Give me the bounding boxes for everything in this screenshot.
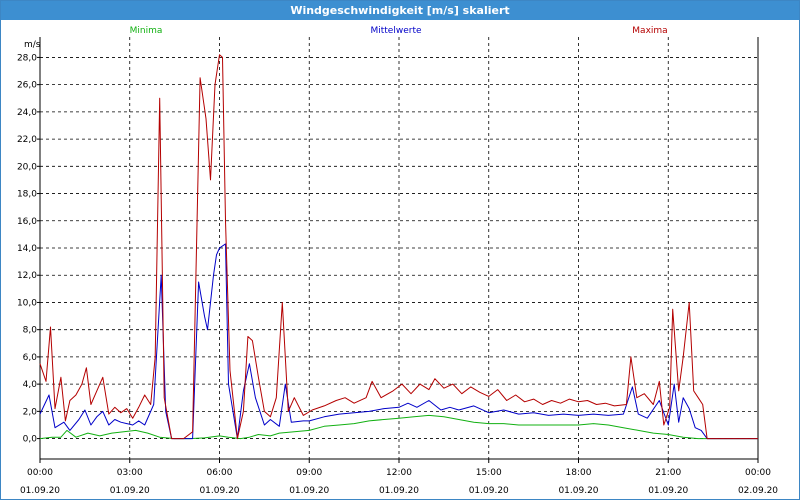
y-tick-label: 22,0 — [17, 135, 37, 145]
y-tick-label: 18,0 — [17, 190, 37, 200]
window-title: Windgeschwindigkeit [m/s] skaliert — [1, 1, 799, 20]
legend-label-maxima: Maxima — [632, 26, 667, 36]
y-axis-unit-label: m/s — [24, 40, 41, 50]
legend-label-mittelwerte: Mittelwerte — [370, 26, 421, 36]
x-tick-date-label: 02.09.20 — [738, 486, 778, 496]
x-tick-time-label: 00:00 — [745, 468, 771, 478]
y-tick-label: 12,0 — [17, 271, 37, 281]
y-tick-label: 14,0 — [17, 244, 37, 254]
x-axis-ticks: 00:00 01.09.20 03:00 01.09.20 06:00 01.09.20 0… — [20, 459, 778, 496]
legend-label-minima: Minima — [130, 26, 163, 36]
y-tick-label: 28,0 — [17, 53, 37, 63]
x-tick-date-label: 01.09.20 — [110, 486, 150, 496]
series-line-mittelwerte — [39, 243, 758, 440]
x-tick-date-label: 01.09.20 — [469, 486, 509, 496]
y-tick-label: 24,0 — [17, 108, 37, 118]
x-tick-time-label: 06:00 — [207, 468, 233, 478]
y-tick-label: 16,0 — [17, 217, 37, 227]
y-tick-label: 2,0 — [23, 407, 38, 417]
chart-legend: Minima Mittelwerte Maxima — [130, 26, 668, 36]
x-tick-date-label: 01.09.20 — [20, 486, 60, 496]
series-line-maxima — [39, 54, 758, 440]
x-tick-time-label: 21:00 — [655, 468, 681, 478]
x-tick-time-label: 18:00 — [566, 468, 592, 478]
y-tick-label: 0,0 — [23, 435, 38, 445]
x-tick-date-label: 01.09.20 — [558, 486, 598, 496]
x-tick-time-label: 03:00 — [117, 468, 143, 478]
wind-speed-chart: m/s 0,0 2,0 4,0 6,0 8,0 10,0 12,0 14,0 16,0 18,0 2… — [17, 26, 778, 496]
y-tick-label: 10,0 — [17, 298, 37, 308]
y-tick-label: 26,0 — [17, 81, 37, 91]
y-axis-ticks: 0,0 2,0 4,0 6,0 8,0 10,0 12,0 14,0 16,0 18,0 20,0 2… — [17, 53, 40, 445]
x-tick-date-label: 01.09.20 — [199, 486, 239, 496]
series-line-minima — [39, 414, 758, 440]
series-lines — [39, 54, 758, 440]
x-tick-date-label: 01.09.20 — [289, 486, 329, 496]
y-tick-label: 4,0 — [23, 380, 38, 390]
x-tick-time-label: 12:00 — [386, 468, 412, 478]
x-tick-time-label: 00:00 — [27, 468, 53, 478]
x-tick-time-label: 15:00 — [476, 468, 502, 478]
y-tick-label: 6,0 — [23, 353, 38, 363]
x-tick-time-label: 09:00 — [296, 468, 322, 478]
y-tick-label: 8,0 — [23, 326, 38, 336]
x-tick-date-label: 01.09.20 — [379, 486, 419, 496]
chart-grid — [40, 37, 758, 459]
y-tick-label: 20,0 — [17, 162, 37, 172]
x-tick-date-label: 01.09.20 — [648, 486, 688, 496]
